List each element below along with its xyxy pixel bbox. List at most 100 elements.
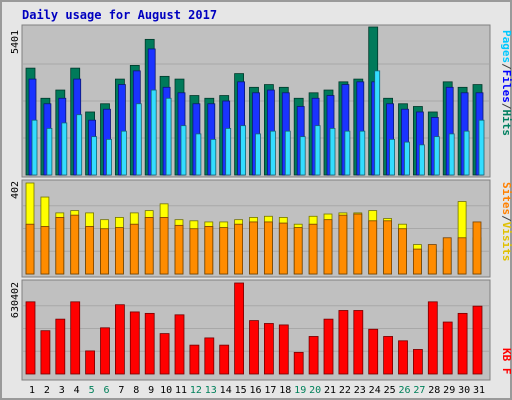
visits-sites-bar: [204, 226, 214, 275]
kbytes-kb-f-bar: [234, 282, 245, 375]
kbytes-kb-f-bar: [40, 330, 51, 375]
hits-pages-bar: [314, 125, 321, 176]
kbytes-kb-f-bar: [100, 327, 110, 375]
visits-sites-bar: [338, 214, 348, 275]
visits-sites-bar: [353, 213, 363, 275]
visits-sites-bar: [368, 220, 378, 275]
visits-sites-bar: [323, 219, 333, 275]
visits-sites-bar: [129, 223, 139, 275]
x-tick-label: 8: [133, 385, 139, 396]
legend-sep: /: [500, 103, 512, 110]
x-tick-label: 12: [190, 385, 202, 396]
kbytes-kb-f-bar: [338, 310, 349, 375]
hits-pages-bar: [31, 119, 38, 176]
kbytes-kb-f-bar: [85, 350, 95, 375]
visits-sites-bar: [457, 237, 467, 275]
hits-ymax-label: 5401: [10, 30, 21, 54]
visits-sites-bar: [427, 244, 437, 275]
hits-pages-bar: [359, 130, 366, 176]
kbytes-kb-f-bar: [219, 344, 230, 375]
hits-pages-bar: [180, 125, 187, 176]
kbytes-kb-f-bar: [263, 323, 274, 375]
hits-pages-bar: [269, 130, 276, 176]
visits-sites-bar: [278, 222, 288, 275]
x-tick-label: 9: [148, 385, 154, 396]
kbytes-kb-f-bar: [368, 328, 379, 375]
visits-sites-bar: [115, 227, 124, 275]
kbytes-kb-f-bar: [412, 349, 423, 375]
hits-pages-bar: [150, 89, 157, 176]
hits-pages-bar: [225, 128, 232, 176]
hits-pages-bar: [91, 136, 97, 176]
visits-sites-bar: [25, 223, 35, 275]
visits-sites-bar: [383, 220, 393, 275]
x-tick-label: 29: [443, 385, 455, 396]
kbytes-kb-f-bar: [308, 336, 319, 375]
kbytes-kb-f-bar: [398, 340, 408, 375]
visits-sites-bar: [398, 228, 407, 275]
hits-pages-bar: [240, 125, 247, 176]
kbytes-kb-f-bar: [189, 344, 200, 375]
hits-pages-bar: [195, 133, 202, 176]
x-tick-label: 2: [44, 385, 50, 396]
kbytes-kb-f-bar: [427, 301, 438, 375]
hits-pages-bar: [344, 130, 351, 176]
visits-legend: Sites/Visits: [500, 182, 512, 262]
visits-sites-bar: [85, 226, 94, 275]
x-tick-label: 10: [160, 385, 172, 396]
visits-sites-bar: [40, 226, 50, 275]
legend-sep: /: [500, 215, 512, 222]
kbytes-kb-f-bar: [144, 312, 155, 375]
kbytes-kb-f-bar: [115, 304, 125, 375]
chart-title: Daily usage for August 2017: [22, 8, 217, 22]
visits-sites-bar: [472, 221, 482, 275]
kbytes-kb-f-bar: [353, 310, 364, 375]
x-tick-label: 5: [89, 385, 95, 396]
kbytes-legend: KB F: [500, 348, 512, 375]
x-tick-label: 28: [428, 385, 440, 396]
visits-sites-bar: [249, 221, 258, 275]
kbytes-kb-f-bar: [55, 318, 66, 375]
hits-pages-bar: [418, 144, 425, 176]
x-tick-label: 11: [175, 385, 187, 396]
x-tick-label: 27: [413, 385, 425, 396]
legend-sites: Sites: [500, 182, 512, 215]
kbytes-kb-f-bar: [159, 333, 170, 375]
x-tick-label: 20: [309, 385, 321, 396]
x-tick-label: 6: [103, 385, 109, 396]
x-tick-label: 19: [294, 385, 306, 396]
visits-sites-bar: [174, 224, 184, 275]
x-tick-label: 14: [220, 385, 232, 396]
visits-sites-bar: [442, 237, 452, 275]
kbytes-kb-f-bar: [129, 311, 140, 375]
legend-visits: Visits: [500, 222, 512, 262]
kbytes-kb-f-bar: [204, 337, 215, 375]
visits-sites-bar: [159, 217, 169, 275]
legend-pages: Pages: [500, 30, 512, 63]
x-axis-labels: 1 2 3 4 5 6 7 8 9 10 11 12 13 14 15 16 17 18 19 20 21 22 23 24 2…: [29, 385, 485, 396]
hits-pages-bar: [61, 122, 68, 176]
hits-pages-bar: [448, 133, 455, 176]
visits-sites-bar: [263, 221, 273, 275]
x-tick-label: 24: [369, 385, 381, 396]
visits-sites-bar: [412, 248, 422, 275]
kbytes-kb-f-bar: [323, 318, 334, 375]
kbytes-kb-f-bar: [442, 321, 453, 375]
kbytes-kb-f-bar: [472, 305, 483, 375]
hits-pages-bar: [374, 70, 381, 176]
kbytes-ymax-label: 630402: [10, 282, 21, 318]
visits-sites-bar: [70, 214, 80, 275]
hits-pages-bar: [463, 130, 470, 176]
hits-pages-bar: [299, 136, 306, 176]
x-tick-label: 7: [118, 385, 124, 396]
visits-ymax-label: 402: [10, 181, 21, 199]
kbytes-kb-f-bar: [174, 314, 185, 375]
x-tick-label: 1: [29, 385, 35, 396]
visits-sites-bar: [55, 217, 65, 275]
hits-pages-bar: [478, 119, 485, 176]
x-tick-label: 17: [264, 385, 276, 396]
x-tick-label: 18: [279, 385, 291, 396]
x-tick-label: 3: [59, 385, 65, 396]
legend-hits: Hits: [500, 110, 512, 137]
